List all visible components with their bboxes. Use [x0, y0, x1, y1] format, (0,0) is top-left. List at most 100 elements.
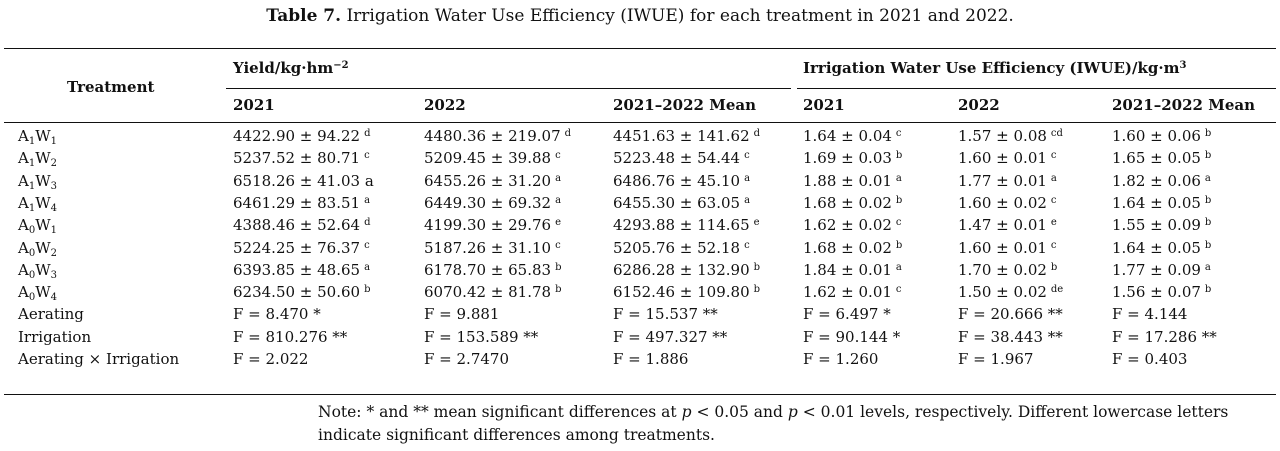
value-text: F = 0.403	[1112, 350, 1188, 368]
header-treatment: Treatment	[67, 78, 155, 96]
significance-letter: a	[364, 261, 371, 273]
value-text: F = 38.443 **	[958, 327, 1063, 346]
treatment-code-part: 3	[50, 180, 58, 192]
value-text: 1.70 ± 0.02	[958, 260, 1047, 279]
significance-letter: c	[555, 150, 561, 162]
value-cell: 1.77 ± 0.09 a	[1112, 261, 1211, 279]
value-cell: 5205.76 ± 52.18 c	[613, 239, 750, 257]
table-row: A0W1 4388.46 ± 52.64 d 4199.30 ± 29.76 e 4293…	[0, 216, 1280, 238]
col-header: 2021	[233, 96, 275, 114]
significance-letter: c	[555, 239, 561, 251]
significance-letter: b	[1204, 128, 1212, 139]
significance-letter: b	[555, 284, 562, 296]
value-cell: 1.84 ± 0.01 a	[803, 261, 902, 279]
value-text: 6234.50 ± 50.60	[233, 283, 361, 302]
bottom-rule	[4, 394, 1276, 395]
col-header: 2022	[424, 96, 466, 114]
value-text: 1.60 ± 0.01	[958, 149, 1047, 168]
value-cell: 4293.88 ± 114.65 e	[613, 216, 760, 234]
value-text: 1.69 ± 0.03	[803, 149, 892, 168]
treatment-code-part: 3	[50, 269, 58, 281]
value-cell: 6393.85 ± 48.65 a	[233, 261, 370, 279]
treatment-code-part: 0	[28, 292, 36, 304]
treatment-cell: A1W4	[18, 194, 57, 214]
treatment-code-part: A	[18, 127, 29, 145]
caption-text: Irrigation Water Use Efficiency (IWUE) f…	[346, 6, 1014, 26]
value-cell: 5224.25 ± 76.37 c	[233, 239, 370, 257]
significance-letter: c	[1050, 150, 1057, 162]
value-text: 4480.36 ± 219.07	[424, 127, 561, 145]
treatment-code-part: 4	[50, 292, 58, 304]
value-cell: 1.77 ± 0.01 a	[958, 172, 1057, 190]
value-cell: 6455.26 ± 31.20 a	[424, 172, 561, 190]
value-text: F = 153.589 **	[424, 327, 539, 346]
value-cell: F = 9.881	[424, 305, 499, 323]
significance-letter: a	[555, 194, 562, 206]
value-text: 1.60 ± 0.06	[1112, 127, 1201, 145]
value-cell: F = 1.886	[613, 350, 688, 368]
value-cell: 1.56 ± 0.07 b	[1112, 283, 1211, 301]
significance-letter: d	[564, 128, 572, 139]
value-cell: 1.50 ± 0.02 de	[958, 283, 1063, 301]
treatment-cell: A1W2	[18, 149, 57, 169]
note-text-line2: indicate significant differences among t…	[318, 426, 715, 444]
value-cell: F = 8.470 *	[233, 305, 321, 323]
treatment-code-part: A	[18, 238, 29, 257]
value-cell: 4388.46 ± 52.64 d	[233, 216, 370, 234]
treatment-code-part: W	[35, 127, 51, 145]
value-cell: F = 6.497 *	[803, 305, 891, 323]
treatment-code-part: 1	[50, 225, 58, 237]
value-text: 1.65 ± 0.05	[1112, 149, 1201, 168]
header-yield-text: Yield/kg·hm	[233, 59, 334, 77]
value-text: F = 1.967	[958, 350, 1034, 368]
value-cell: 1.62 ± 0.02 c	[803, 216, 902, 234]
value-cell: 5187.26 ± 31.10 c	[424, 239, 561, 257]
treatment-code-part: 0	[28, 225, 36, 237]
value-text: F = 90.144 *	[803, 327, 901, 346]
value-text: 5224.25 ± 76.37	[233, 238, 361, 257]
value-cell: 5209.45 ± 39.88 c	[424, 149, 561, 167]
significance-letter: d	[753, 128, 761, 139]
treatment-code-part: 4	[50, 202, 58, 214]
value-text: 6486.76 ± 45.10	[613, 171, 741, 190]
value-text: 1.88 ± 0.01	[803, 171, 892, 190]
table-row: A0W2 5224.25 ± 76.37 c 5187.26 ± 31.10 c 5205…	[0, 239, 1280, 261]
table-row: A1W2 5237.52 ± 80.71 c 5209.45 ± 39.88 c 5223…	[0, 149, 1280, 171]
significance-letter: a	[895, 172, 902, 184]
value-cell: 1.69 ± 0.03 b	[803, 149, 902, 167]
table-row: A0W3 6393.85 ± 48.65 a 6178.70 ± 65.83 b 6286…	[0, 261, 1280, 283]
value-text: 6455.30 ± 63.05	[613, 193, 741, 212]
treatment-code-part: W	[35, 238, 51, 257]
significance-letter: c	[895, 284, 902, 296]
value-text: 1.47 ± 0.01	[958, 216, 1047, 235]
treatment-code-part: W	[35, 283, 51, 302]
value-text: F = 4.144	[1112, 305, 1188, 324]
value-cell: 6234.50 ± 50.60 b	[233, 283, 370, 301]
value-text: 1.77 ± 0.01	[958, 171, 1047, 190]
value-text: 1.55 ± 0.09	[1112, 216, 1201, 235]
value-text: F = 2.022	[233, 350, 309, 368]
significance-letter: c	[1050, 194, 1057, 206]
treatment-code-part: A	[18, 260, 29, 279]
value-cell: 1.68 ± 0.02 b	[803, 194, 902, 212]
significance-letter: c	[1050, 239, 1057, 251]
value-text: 6461.29 ± 83.51	[233, 193, 361, 212]
treatment-code-part: 2	[50, 247, 58, 259]
significance-letter: b	[753, 261, 761, 273]
significance-letter: a	[744, 194, 751, 206]
value-cell: 1.60 ± 0.02 c	[958, 194, 1057, 212]
value-cell: 1.60 ± 0.01 c	[958, 149, 1057, 167]
significance-letter: b	[895, 150, 903, 162]
value-text: 1.68 ± 0.02	[803, 193, 892, 212]
value-text: 5237.52 ± 80.71	[233, 149, 361, 168]
value-text: 6070.42 ± 81.78	[424, 283, 552, 302]
table-row: Aerating × Irrigation F = 2.022 F = 2.7470…	[0, 350, 1280, 372]
value-text: 4388.46 ± 52.64	[233, 216, 361, 235]
significance-letter: cd	[1050, 128, 1063, 139]
note-text-a: Note: * and ** mean significant differen…	[318, 403, 682, 421]
value-cell: F = 1.260	[803, 350, 878, 368]
significance-letter: b	[753, 284, 761, 296]
value-cell: F = 497.327 **	[613, 328, 727, 346]
significance-letter: a	[744, 172, 751, 184]
value-cell: F = 15.537 **	[613, 305, 718, 323]
